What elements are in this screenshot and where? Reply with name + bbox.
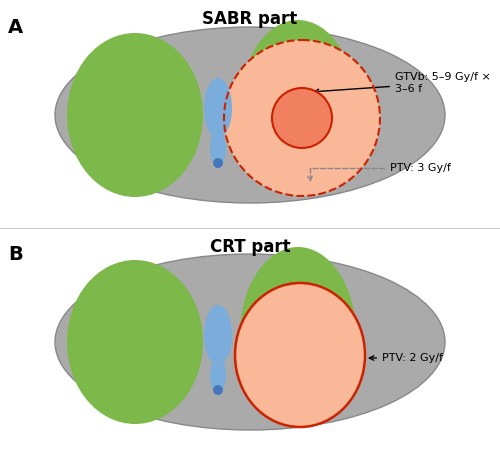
Ellipse shape	[67, 260, 203, 424]
Ellipse shape	[204, 78, 232, 138]
Ellipse shape	[55, 27, 445, 203]
Ellipse shape	[213, 385, 223, 395]
Ellipse shape	[235, 283, 365, 427]
Text: SABR part: SABR part	[202, 10, 298, 28]
Ellipse shape	[210, 357, 226, 393]
Ellipse shape	[67, 33, 203, 197]
Text: PTV: 3 Gy/f: PTV: 3 Gy/f	[308, 163, 451, 181]
Ellipse shape	[240, 20, 356, 196]
Ellipse shape	[240, 247, 356, 423]
Text: CRT part: CRT part	[210, 238, 290, 256]
Ellipse shape	[204, 305, 232, 365]
Ellipse shape	[272, 88, 332, 148]
Text: B: B	[8, 245, 23, 264]
Ellipse shape	[224, 40, 380, 196]
Text: GTVb: 5–9 Gy/f ×
3–6 f: GTVb: 5–9 Gy/f × 3–6 f	[314, 72, 491, 94]
Text: A: A	[8, 18, 23, 37]
Ellipse shape	[210, 130, 226, 166]
Ellipse shape	[213, 158, 223, 168]
Text: PTV: 2 Gy/f: PTV: 2 Gy/f	[370, 353, 443, 363]
Ellipse shape	[55, 254, 445, 430]
